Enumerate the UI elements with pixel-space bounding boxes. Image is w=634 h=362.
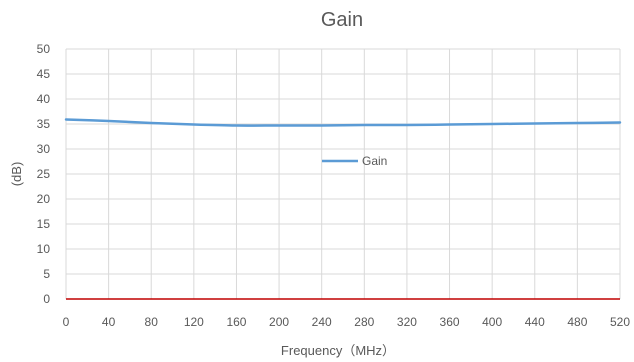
y-tick-label: 20 [37, 192, 51, 206]
x-tick-label: 120 [184, 315, 204, 329]
gain-series-line [64, 118, 622, 127]
chart-title: Gain [321, 9, 363, 31]
series-layer [64, 118, 622, 127]
x-tick-label: 280 [354, 315, 374, 329]
y-tick-label: 45 [37, 67, 51, 81]
y-tick-label: 30 [37, 142, 51, 156]
x-axis-title: Frequency（MHz） [281, 343, 395, 358]
x-tick-label: 160 [226, 315, 246, 329]
x-tick-label: 80 [145, 315, 159, 329]
y-tick-label: 15 [37, 217, 51, 231]
x-tick-label: 0 [63, 315, 70, 329]
y-tick-label: 5 [43, 267, 50, 281]
y-tick-label: 40 [37, 92, 51, 106]
y-tick-label: 50 [37, 42, 51, 56]
x-tick-label: 40 [102, 315, 116, 329]
x-tick-label: 480 [567, 315, 587, 329]
y-tick-label: 10 [37, 242, 51, 256]
x-tick-label: 520 [610, 315, 630, 329]
grid-layer [65, 48, 621, 300]
x-tick-label: 400 [482, 315, 502, 329]
y-tick-label: 25 [37, 167, 51, 181]
y-tick-label: 35 [37, 117, 51, 131]
legend-label: Gain [362, 154, 387, 168]
axis-layer: 0 40 80 120 160 200 240 280 320 360 400 440 480 52005… [37, 42, 631, 329]
x-tick-label: 240 [312, 315, 332, 329]
x-tick-label: 200 [269, 315, 289, 329]
x-tick-label: 320 [397, 315, 417, 329]
y-tick-label: 0 [43, 292, 50, 306]
y-axis-title: (dB) [9, 162, 24, 187]
legend: Gain [322, 154, 387, 168]
x-tick-label: 360 [440, 315, 460, 329]
x-tick-label: 440 [525, 315, 545, 329]
